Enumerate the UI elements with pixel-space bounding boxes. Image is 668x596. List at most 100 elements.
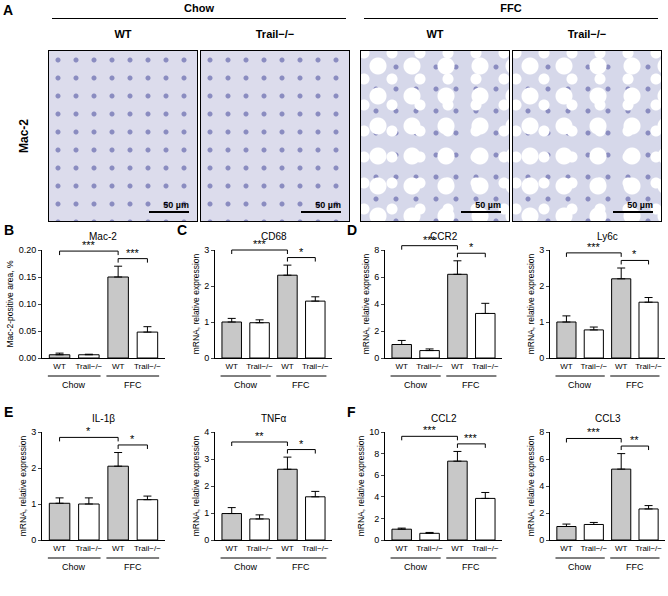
svg-text:Trail−/−: Trail−/− [134,544,161,553]
svg-text:0.10: 0.10 [19,299,37,309]
svg-text:FFC: FFC [292,562,310,572]
svg-text:0: 0 [204,353,209,363]
svg-text:Trail−/−: Trail−/− [416,362,443,371]
svg-text:C: C [177,222,187,238]
svg-text:B: B [4,222,14,238]
svg-text:Trail−/−: Trail−/− [246,362,273,371]
svg-text:Trail−/−: Trail−/− [75,362,102,371]
svg-text:WT: WT [615,362,628,371]
svg-text:mRNA, relative expression: mRNA, relative expression [526,253,536,354]
svg-text:Chow: Chow [234,380,258,390]
svg-text:***: *** [253,238,267,250]
svg-text:mRNA, relative expression: mRNA, relative expression [526,435,536,536]
svg-text:Trail−/−: Trail−/− [134,362,161,371]
svg-text:4: 4 [204,427,209,437]
svg-text:Trail−/−: Trail−/− [75,544,102,553]
svg-text:FFC: FFC [124,562,142,572]
svg-text:8: 8 [374,245,379,255]
svg-text:FFC: FFC [626,562,644,572]
svg-text:Chow: Chow [404,380,428,390]
svg-text:mRNA, relative expression: mRNA, relative expression [361,253,371,354]
svg-text:2: 2 [539,508,544,518]
svg-text:CCL2: CCL2 [431,413,457,424]
svg-text:*: * [632,248,637,260]
svg-text:2: 2 [204,281,209,291]
svg-text:FFC: FFC [292,380,310,390]
svg-text:E: E [4,404,13,420]
svg-text:WT: WT [395,362,408,371]
svg-text:Trail−/−: Trail−/− [416,544,443,553]
svg-text:4: 4 [374,492,379,502]
svg-text:*: * [86,425,91,437]
svg-text:WT: WT [225,544,238,553]
svg-text:***: *** [126,247,140,259]
svg-text:Chow: Chow [62,562,86,572]
svg-text:Chow: Chow [62,380,86,390]
svg-text:Trail−/−: Trail−/− [635,544,662,553]
svg-text:**: ** [630,434,639,446]
svg-text:Trail−/−: Trail−/− [635,362,662,371]
svg-text:FFC: FFC [462,380,480,390]
svg-text:F: F [347,404,356,420]
svg-text:Chow: Chow [568,562,592,572]
svg-text:CCL3: CCL3 [595,413,621,424]
svg-text:*: * [469,241,474,253]
svg-text:3: 3 [204,454,209,464]
svg-text:***: *** [82,239,96,251]
svg-text:WT: WT [53,544,66,553]
svg-text:1: 1 [204,317,209,327]
svg-text:WT: WT [395,544,408,553]
svg-text:mRNA, relative expression: mRNA, relative expression [18,435,28,536]
svg-text:IL-1β: IL-1β [92,413,115,424]
svg-text:WT: WT [281,362,294,371]
svg-text:WT: WT [560,362,573,371]
svg-text:6: 6 [374,470,379,480]
svg-text:0: 0 [539,535,544,545]
svg-text:Trail−/−: Trail−/− [302,544,329,553]
svg-text:6: 6 [374,272,379,282]
svg-text:2: 2 [374,326,379,336]
svg-text:mRNA, relative expression: mRNA, relative expression [356,435,366,536]
svg-text:***: *** [423,424,437,436]
svg-text:D: D [347,222,357,238]
svg-text:WT: WT [281,544,294,553]
svg-text:FFC: FFC [124,380,142,390]
svg-text:3: 3 [539,245,544,255]
svg-text:2: 2 [204,481,209,491]
svg-text:3: 3 [204,245,209,255]
svg-text:Trail−/−: Trail−/− [580,544,607,553]
svg-text:WT: WT [451,362,464,371]
svg-text:0: 0 [374,353,379,363]
svg-text:Mac-2-positive area, %: Mac-2-positive area, % [5,260,15,347]
svg-text:CD68: CD68 [261,231,287,242]
svg-text:**: ** [255,430,264,442]
svg-text:mRNA, relative expression: mRNA, relative expression [191,253,201,354]
svg-text:0.15: 0.15 [19,272,37,282]
svg-text:Mac-2: Mac-2 [89,231,117,242]
svg-text:Trail−/−: Trail−/− [302,362,329,371]
svg-text:Chow: Chow [234,562,258,572]
svg-text:8: 8 [539,427,544,437]
svg-text:*: * [130,433,135,445]
svg-text:0.05: 0.05 [19,326,37,336]
svg-text:8: 8 [374,449,379,459]
svg-text:1: 1 [31,499,36,509]
svg-text:3: 3 [31,427,36,437]
svg-text:WT: WT [615,544,628,553]
svg-text:0: 0 [539,353,544,363]
svg-text:Ly6c: Ly6c [597,231,618,242]
svg-text:WT: WT [451,544,464,553]
svg-text:1: 1 [204,508,209,518]
svg-text:Trail−/−: Trail−/− [246,544,273,553]
svg-text:***: *** [587,241,601,253]
svg-text:0.00: 0.00 [19,353,37,363]
svg-text:Trail−/−: Trail−/− [472,544,499,553]
svg-text:Trail−/−: Trail−/− [472,362,499,371]
svg-text:*: * [299,246,304,258]
svg-text:***: *** [423,234,437,246]
svg-text:4: 4 [374,299,379,309]
svg-text:1: 1 [539,317,544,327]
svg-text:4: 4 [539,481,544,491]
svg-text:FFC: FFC [462,562,480,572]
svg-text:2: 2 [374,514,379,524]
